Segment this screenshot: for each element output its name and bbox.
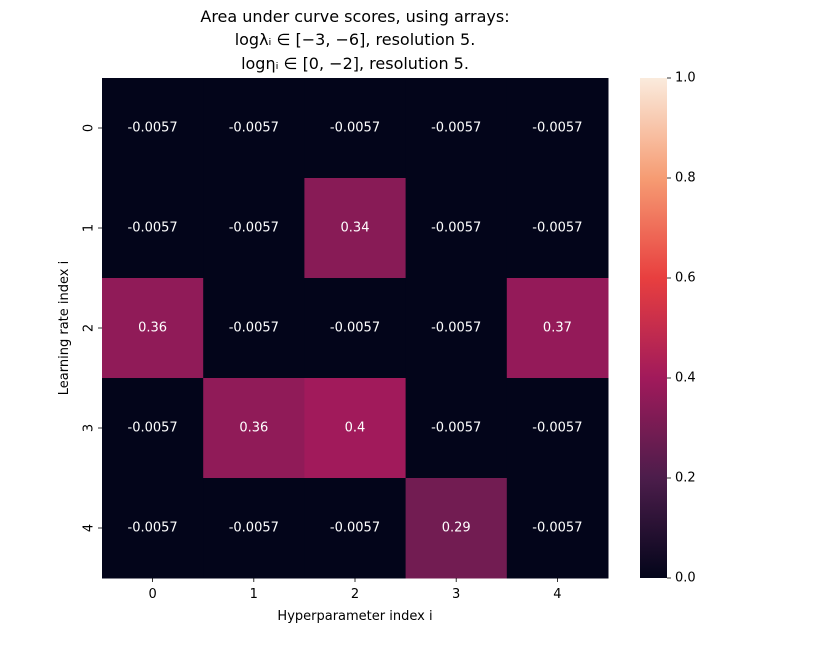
heatmap-cell (203, 478, 305, 579)
heatmap-cell (102, 78, 204, 179)
colorbar-tick-label: 0.8 (675, 171, 696, 186)
y-tick-label: 2 (82, 324, 97, 332)
title-line-2: logηᵢ ∈ [0, −2], resolution 5. (241, 54, 469, 73)
heatmap-cell (203, 178, 305, 279)
y-tick-label: 0 (82, 124, 97, 132)
cell-value-label: 0.36 (239, 421, 268, 436)
title-line-1: logλᵢ ∈ [−3, −6], resolution 5. (235, 30, 476, 49)
cell-value-label: -0.0057 (330, 121, 380, 136)
cell-value-label: -0.0057 (229, 521, 279, 536)
heatmap-cell (405, 178, 508, 279)
cell-value-label: -0.0057 (532, 421, 582, 436)
x-tick-label: 0 (148, 587, 156, 602)
heatmap-cell (203, 278, 305, 379)
heatmap-cell (304, 478, 407, 579)
heatmap-cell (405, 78, 508, 179)
heatmap-cell (203, 378, 305, 479)
heatmap-cell (102, 478, 204, 579)
cell-value-label: -0.0057 (128, 421, 178, 436)
heatmap-cells: -0.0057 -0.0057 -0.0057 -0.0057 -0.0057 -0.00… (102, 78, 609, 579)
cell-value-label: -0.0057 (229, 121, 279, 136)
x-axis-ticks: 0 1 2 3 4 (148, 578, 562, 602)
cell-value-label: 0.34 (341, 221, 370, 236)
cell-value-label: -0.0057 (128, 521, 178, 536)
cell-value-label: -0.0057 (229, 321, 279, 336)
cell-value-label: -0.0057 (532, 521, 582, 536)
cell-value-label: 0.29 (442, 521, 471, 536)
colorbar-tick-label: 0.6 (675, 271, 696, 286)
title-line-0: Area under curve scores, using arrays: (200, 7, 509, 26)
heatmap-cell (102, 278, 204, 379)
heatmap-cell (304, 278, 407, 379)
cell-value-label: -0.0057 (330, 521, 380, 536)
colorbar-gradient (640, 78, 667, 578)
cell-value-label: -0.0057 (330, 321, 380, 336)
colorbar-tick-label: 0.0 (675, 571, 696, 586)
x-tick-label: 4 (553, 587, 561, 602)
y-axis-label: Learning rate index i (57, 261, 72, 395)
cell-value-label: -0.0057 (128, 121, 178, 136)
y-axis-ticks: 0 1 2 3 4 (82, 124, 102, 532)
cell-value-label: -0.0057 (532, 121, 582, 136)
x-tick-label: 1 (250, 587, 258, 602)
heatmap-cell (506, 478, 609, 579)
heatmap-cell (102, 178, 204, 279)
heatmap-cell (506, 278, 609, 379)
cell-value-label: -0.0057 (532, 221, 582, 236)
cell-value-label: -0.0057 (431, 421, 481, 436)
cell-value-label: -0.0057 (431, 121, 481, 136)
cell-value-label: -0.0057 (431, 321, 481, 336)
heatmap-cell (405, 378, 508, 479)
heatmap-cell (405, 278, 508, 379)
cell-value-label: 0.36 (138, 321, 167, 336)
colorbar-tick-label: 1.0 (675, 71, 696, 86)
heatmap-cell (405, 478, 508, 579)
x-tick-label: 3 (452, 587, 460, 602)
colorbar: 0.0 0.2 0.4 0.6 0.8 1.0 (640, 71, 696, 586)
heatmap-cell (506, 178, 609, 279)
heatmap-cell (304, 78, 407, 179)
x-axis-label: Hyperparameter index i (277, 609, 432, 624)
heatmap-cell (304, 178, 407, 279)
y-tick-label: 3 (82, 424, 97, 432)
cell-value-label: 0.4 (345, 421, 366, 436)
heatmap-cell (506, 378, 609, 479)
cell-value-label: -0.0057 (431, 221, 481, 236)
heatmap-cell (102, 378, 204, 479)
x-tick-label: 2 (351, 587, 359, 602)
colorbar-tick-label: 0.2 (675, 471, 696, 486)
cell-value-label: -0.0057 (229, 221, 279, 236)
colorbar-tick-label: 0.4 (675, 371, 696, 386)
chart-title: Area under curve scores, using arrays: lo… (200, 7, 509, 73)
y-tick-label: 1 (82, 224, 97, 232)
y-tick-label: 4 (82, 524, 97, 532)
heatmap-cell (506, 78, 609, 179)
heatmap-cell (304, 378, 407, 479)
cell-value-label: 0.37 (543, 321, 572, 336)
heatmap-cell (203, 78, 305, 179)
cell-value-label: -0.0057 (128, 221, 178, 236)
